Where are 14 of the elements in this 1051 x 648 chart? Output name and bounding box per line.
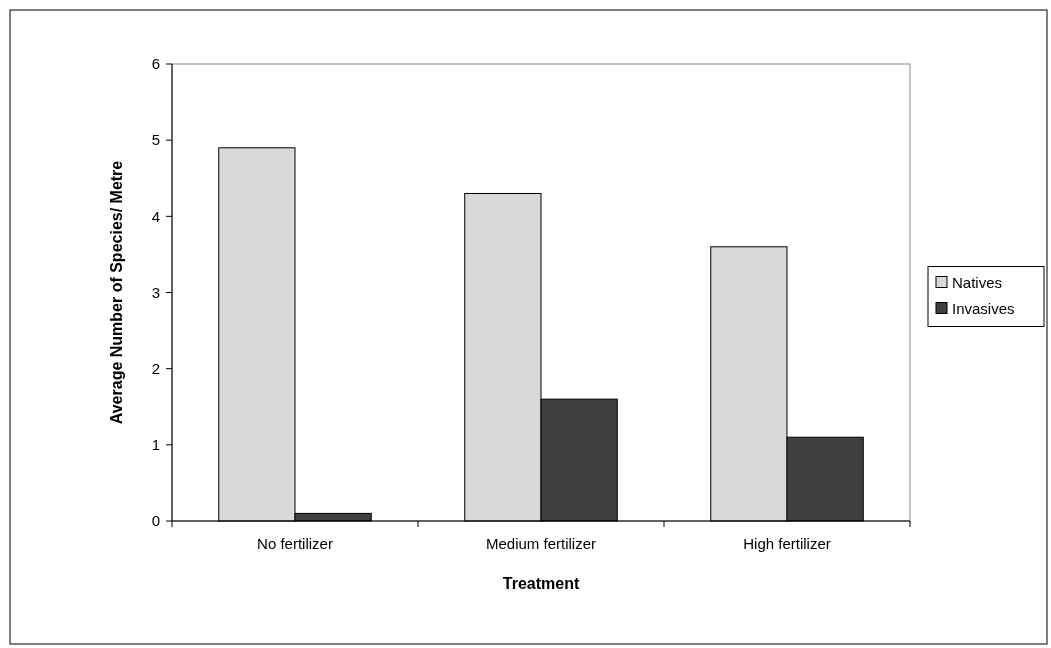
x-axis-title: Treatment <box>502 575 580 592</box>
y-axis-title: Average Number of Species/ Metre <box>108 160 125 425</box>
y-tick-label: 2 <box>151 359 160 377</box>
y-tick-label: 4 <box>151 207 160 225</box>
legend-label: Invasives <box>952 299 1015 317</box>
x-tick-label: No fertilizer <box>257 535 333 552</box>
y-tick-label: 1 <box>151 436 160 454</box>
y-tick-label: 0 <box>151 512 160 530</box>
x-tick-label: Medium fertilizer <box>485 535 597 552</box>
y-tick-label: 5 <box>151 131 160 149</box>
legend-label: Natives <box>952 273 1003 291</box>
y-tick-label: 3 <box>151 283 160 301</box>
x-tick-label: High fertilizer <box>743 535 831 552</box>
y-tick-label: 6 <box>151 55 160 73</box>
